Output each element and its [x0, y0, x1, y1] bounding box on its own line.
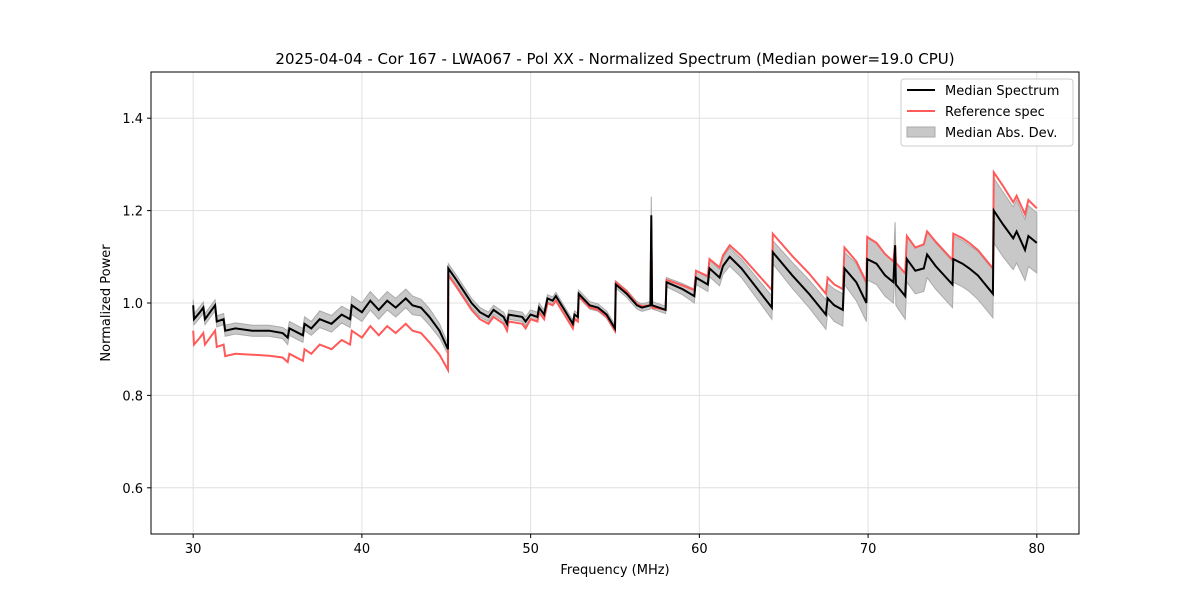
legend-median-label: Median Spectrum	[945, 84, 1059, 99]
x-tick-label: 60	[691, 542, 708, 557]
ticks: 30 40 50 60 70 80 0.6 0.8 1.0 1.2 1.4	[122, 112, 1045, 557]
legend-mad-label: Median Abs. Dev.	[945, 126, 1057, 141]
x-tick-label: 30	[185, 542, 202, 557]
legend: Median Spectrum Reference spec Median Ab…	[900, 78, 1074, 147]
y-tick-label: 0.6	[122, 482, 143, 497]
plot-area	[192, 169, 1038, 374]
x-tick-label: 40	[354, 542, 371, 557]
y-tick-label: 1.4	[122, 112, 143, 127]
median-spectrum-line	[192, 207, 1038, 350]
legend-reference-label: Reference spec	[945, 105, 1045, 120]
x-tick-label: 80	[1029, 542, 1046, 557]
y-axis-label: Normalized Power	[99, 244, 114, 362]
chart-title: 2025-04-04 - Cor 167 - LWA067 - Pol XX -…	[275, 50, 954, 68]
x-tick-label: 70	[860, 542, 877, 557]
x-axis-label: Frequency (MHz)	[560, 563, 669, 578]
legend-frame	[900, 78, 1074, 147]
legend-mad-swatch	[906, 126, 936, 138]
y-tick-label: 1.2	[122, 205, 143, 220]
x-tick-label: 50	[522, 542, 539, 557]
y-tick-label: 1.0	[122, 297, 143, 312]
y-tick-label: 0.8	[122, 389, 143, 404]
